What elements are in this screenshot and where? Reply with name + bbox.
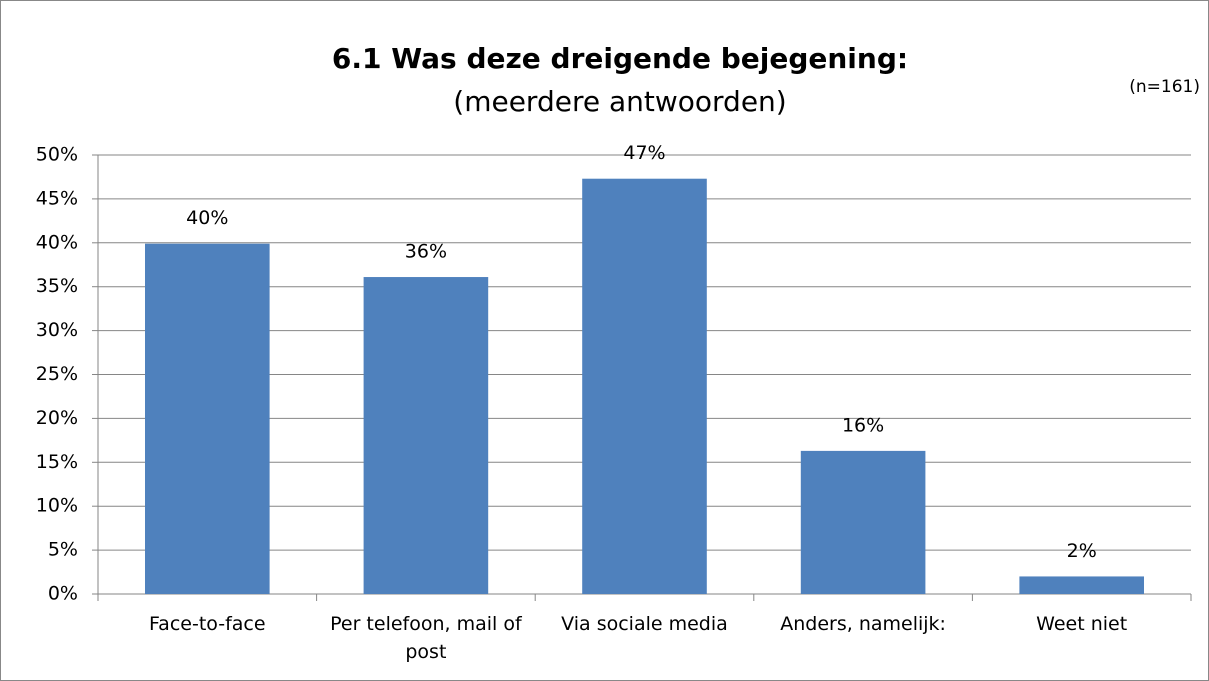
y-tick-label: 15% [36,451,78,473]
bar [800,450,926,594]
data-label: 2% [1067,540,1097,562]
y-tick-label: 45% [36,187,78,209]
y-tick-label: 30% [36,319,78,341]
y-tick-label: 20% [36,407,78,429]
chart-subtitle: (meerdere antwoorden) [453,85,786,118]
y-tick-label: 10% [36,495,78,517]
y-tick-label: 25% [36,363,78,385]
y-tick-label: 40% [36,231,78,253]
x-tick-label: Weet niet [1036,613,1128,635]
y-tick-label: 35% [36,275,78,297]
data-label: 36% [405,241,447,263]
bar [582,178,707,594]
y-tick-label: 5% [48,539,78,561]
x-tick-label: Via sociale media [561,613,728,635]
x-tick-label: Face-to-face [149,613,266,635]
annotation: (n=161) [1129,77,1200,97]
data-label: 16% [842,414,884,436]
data-label: 47% [623,142,665,164]
x-tick-label: Per telefoon, mail of post [330,613,522,663]
bar [1019,576,1145,594]
bar [363,277,489,594]
bar [144,243,270,595]
y-tick-label: 0% [48,583,78,605]
chart-title: 6.1 Was deze dreigende bejegening: [332,42,908,75]
y-tick-label: 50% [36,144,78,166]
data-label: 40% [186,207,228,229]
x-tick-label: Anders, namelijk: [780,613,946,635]
